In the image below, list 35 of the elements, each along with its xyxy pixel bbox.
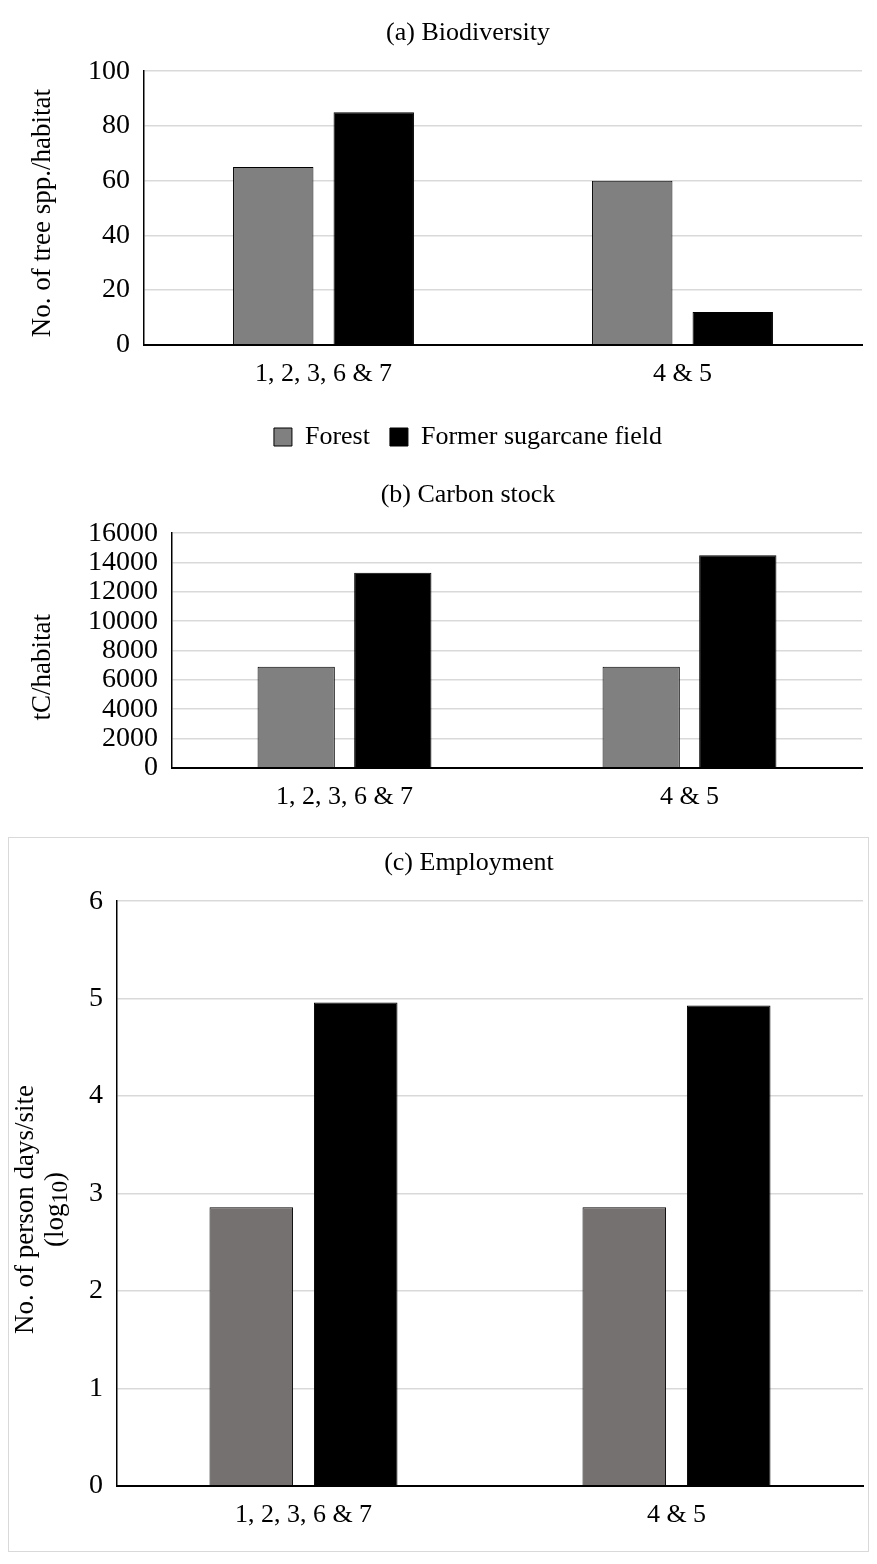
chart-title: (a) Biodiversity: [386, 17, 550, 47]
y-tick-label: 100: [88, 53, 130, 85]
y-tick-label: 4: [89, 1078, 103, 1110]
y-tick-label: 1: [89, 1370, 103, 1402]
y-tick-label: 12000: [88, 574, 158, 606]
x-tick-label: 4 & 5: [652, 358, 713, 388]
y-tick-label: 6: [89, 883, 103, 915]
y-tick-label: 6000: [102, 662, 158, 694]
y-tick-label: 0: [116, 327, 130, 359]
y-tick-label: 80: [102, 108, 130, 140]
y-tick-label: 0: [89, 1468, 103, 1500]
y-tick-label: 10000: [88, 603, 158, 635]
y-tick-label: 14000: [88, 544, 158, 576]
x-tick-label: 4 & 5: [646, 1499, 707, 1529]
y-tick-label: 2000: [102, 720, 158, 752]
y-tick-label: 16000: [88, 515, 158, 547]
y-tick-label: 3: [89, 1175, 103, 1207]
x-tick-label: 1, 2, 3, 6 & 7: [275, 781, 414, 811]
y-tick-label: 2: [89, 1273, 103, 1305]
x-tick-label: 1, 2, 3, 6 & 7: [254, 358, 393, 388]
y-tick-label: 0: [144, 750, 158, 782]
y-tick-label: 5: [89, 980, 103, 1012]
x-tick-label: 1, 2, 3, 6 & 7: [234, 1499, 373, 1529]
legend-label: Forest: [304, 420, 371, 450]
legend-label: Former sugarcane field: [420, 420, 663, 450]
y-axis-title: No. of tree spp./habitat: [26, 88, 56, 338]
y-tick-label: 4000: [102, 691, 158, 723]
y-tick-label: 60: [102, 163, 130, 194]
y-tick-label: 40: [102, 217, 130, 249]
x-tick-label: 4 & 5: [659, 781, 720, 811]
chart-title: (c) Employment: [384, 847, 555, 877]
y-axis-title: tC/habitat: [26, 614, 56, 721]
y-tick-label: 8000: [102, 632, 158, 664]
y-tick-label: 20: [102, 272, 130, 304]
chart-title: (b) Carbon stock: [380, 479, 556, 509]
